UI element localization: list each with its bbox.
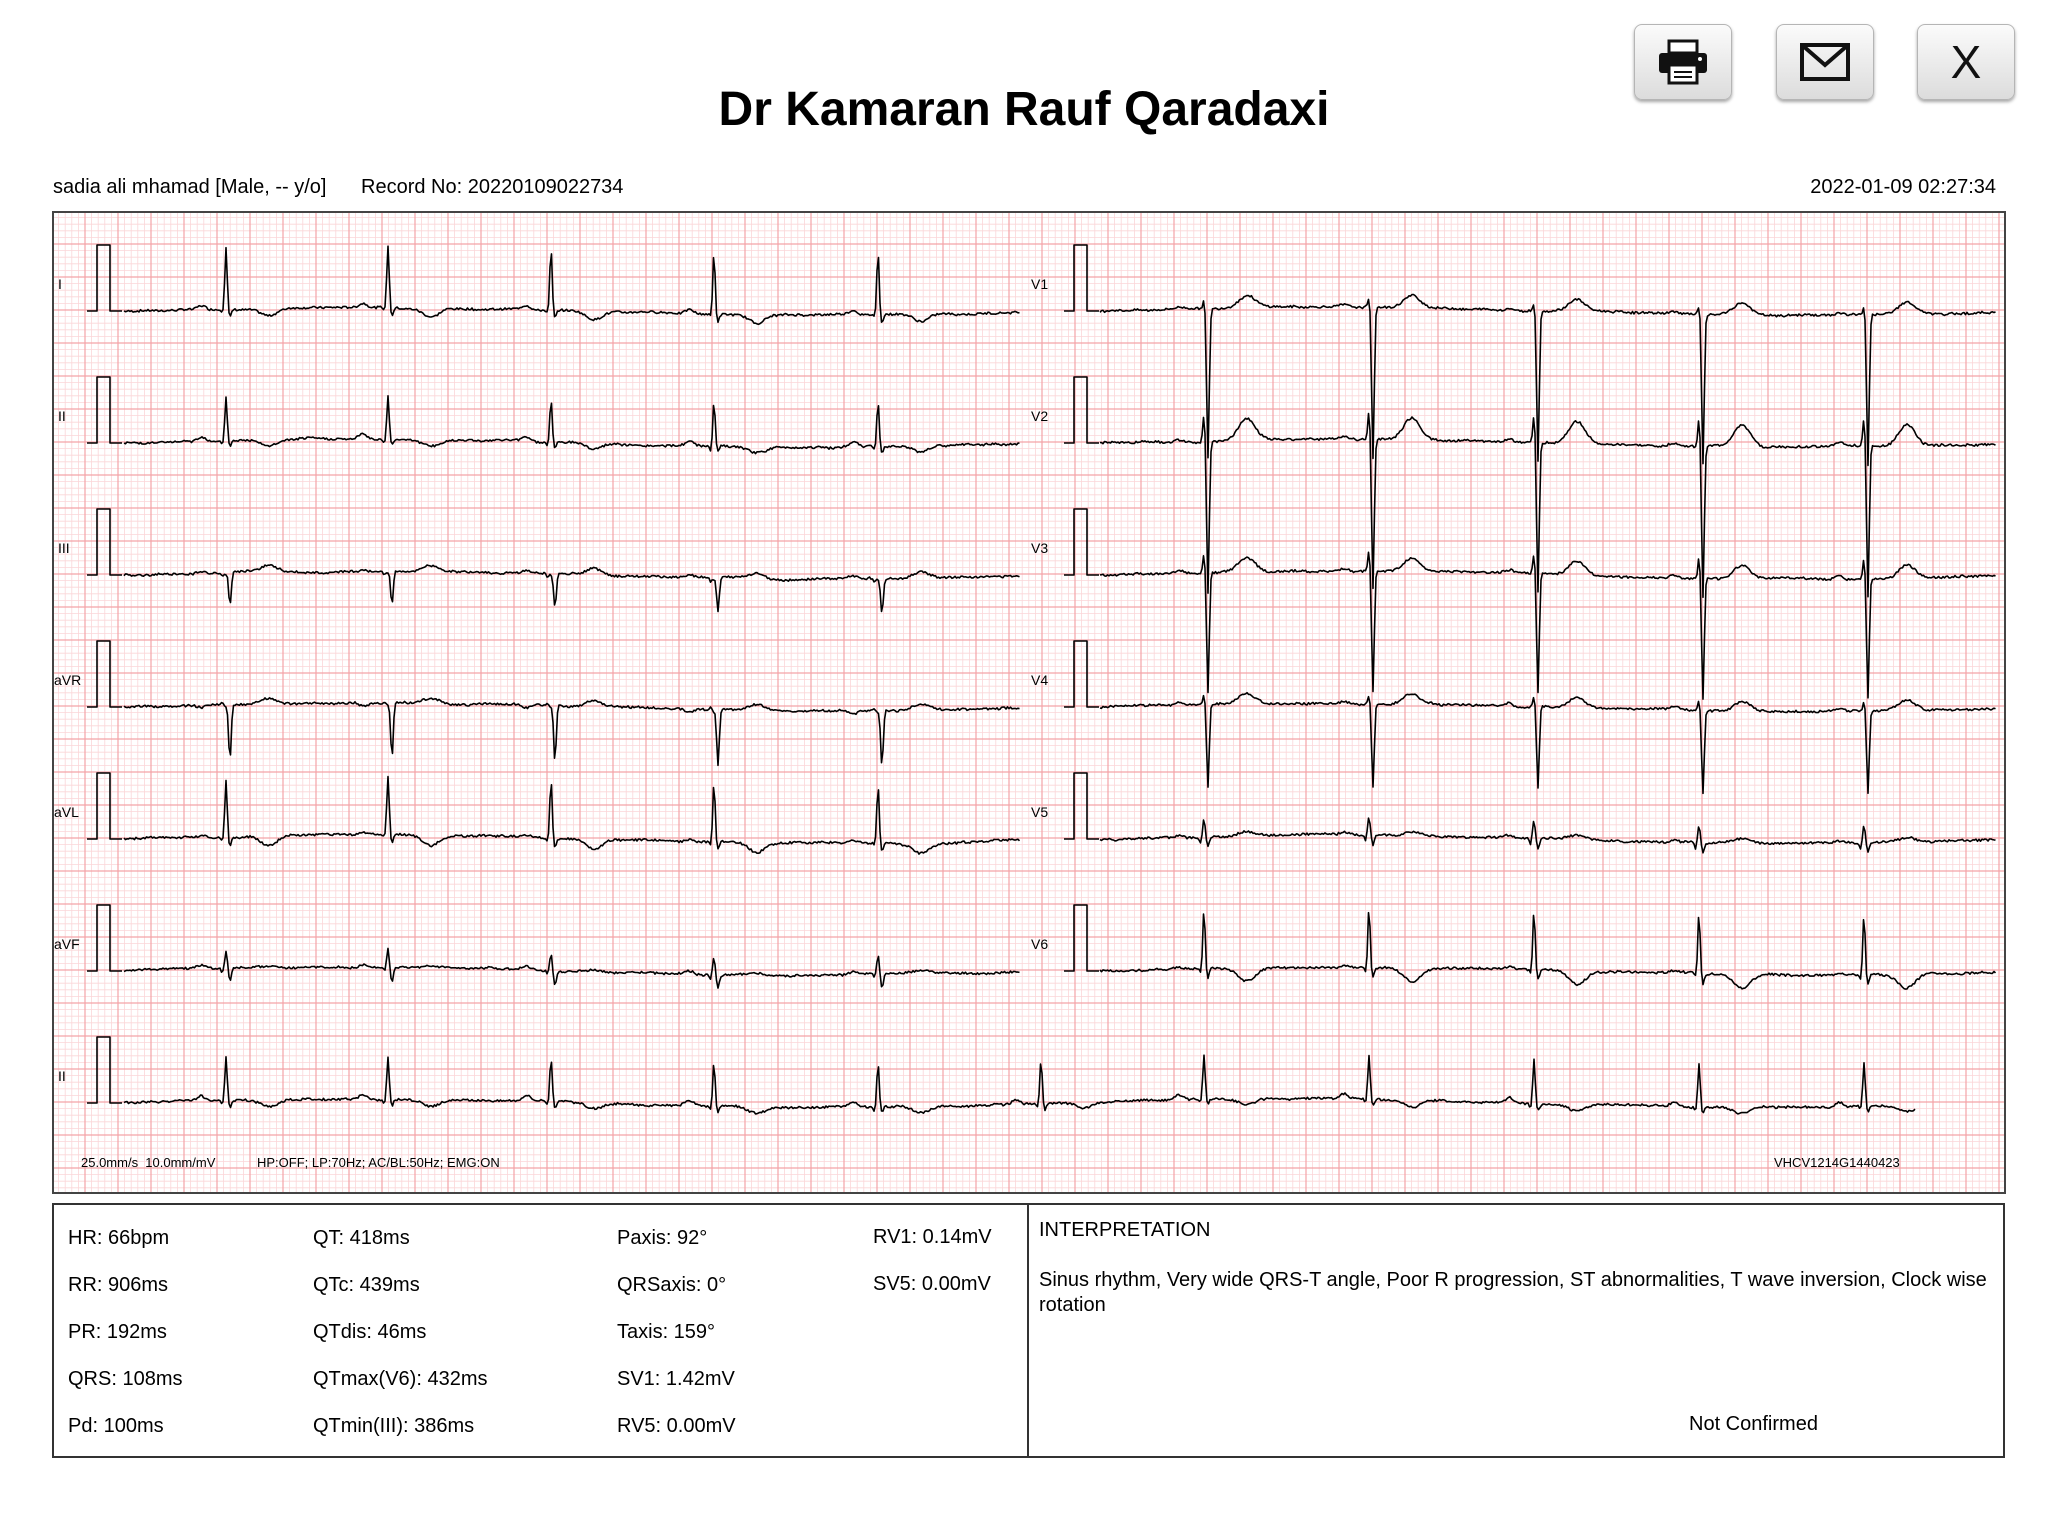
lead-label-aVF: aVF [54, 936, 80, 952]
lead-label-V3: V3 [1031, 540, 1048, 556]
lead-label-I: I [58, 276, 62, 292]
ecg-grid-major [52, 211, 2006, 1194]
ecg-speed-gain: 25.0mm/s 10.0mm/mV [81, 1155, 216, 1170]
lead-label-aVL: aVL [54, 804, 79, 820]
lead-label-V4: V4 [1031, 672, 1048, 688]
rv1-value: RV1: 0.14mV [873, 1226, 992, 1248]
patient-info: sadia ali mhamad [Male, -- y/o] [53, 176, 327, 198]
rv5-value: RV5: 0.00mV [617, 1415, 736, 1437]
lead-label-V6: V6 [1031, 936, 1048, 952]
ecg-trace-rhythm-II [87, 1036, 1916, 1115]
qrsaxis-value: QRSaxis: 0° [617, 1274, 727, 1296]
envelope-icon [1800, 43, 1850, 81]
lead-label-III: III [58, 540, 70, 556]
interpretation-title: INTERPRETATION [1039, 1219, 1211, 1241]
email-button[interactable] [1776, 24, 1874, 100]
ecg-trace-I [87, 244, 1020, 326]
ecg-trace-V4 [1064, 640, 1996, 795]
qt-value: QT: 418ms [313, 1227, 410, 1249]
paxis-value: Paxis: 92° [617, 1227, 708, 1249]
ecg-trace-V3 [1064, 508, 1996, 700]
lead-label-II: II [58, 408, 66, 424]
rr-value: RR: 906ms [68, 1274, 169, 1296]
lead-label-V2: V2 [1031, 408, 1048, 424]
ecg-filters: HP:OFF; LP:70Hz; AC/BL:50Hz; EMG:ON [257, 1155, 500, 1170]
printer-icon [1659, 39, 1707, 85]
qtmax-value: QTmax(V6): 432ms [313, 1368, 488, 1390]
panel-divider [1027, 1203, 1029, 1458]
lead-label-V1: V1 [1031, 276, 1048, 292]
close-icon: X [1950, 36, 1982, 88]
ecg-traces [87, 244, 1997, 1115]
confirmation-status: Not Confirmed [1689, 1413, 1818, 1435]
ecg-trace-V2 [1064, 376, 1996, 598]
pr-value: PR: 192ms [68, 1321, 167, 1343]
ecg-trace-aVF [87, 904, 1020, 989]
lead-label-aVR: aVR [54, 672, 81, 688]
ecg-trace-V1 [1064, 244, 1996, 467]
qrs-value: QRS: 108ms [68, 1368, 183, 1390]
hr-value: HR: 66bpm [68, 1227, 170, 1249]
ecg-trace-aVR [87, 640, 1020, 767]
qtmin-value: QTmin(III): 386ms [313, 1415, 475, 1437]
interpretation-text: Sinus rhythm, Very wide QRS-T angle, Poo… [1039, 1269, 1987, 1316]
ecg-trace-aVL [87, 772, 1021, 855]
close-button[interactable]: X [1917, 24, 2015, 100]
ecg-trace-III [87, 508, 1020, 613]
ecg-grid [52, 211, 2006, 1194]
ecg-trace-V6 [1064, 904, 1997, 990]
sv1-value: SV1: 1.42mV [617, 1368, 735, 1390]
record-number: Record No: 20220109022734 [361, 176, 624, 198]
sv5-value: SV5: 0.00mV [873, 1273, 991, 1295]
pd-value: Pd: 100ms [68, 1415, 164, 1437]
print-button[interactable] [1634, 24, 1732, 100]
qtdis-value: QTdis: 46ms [313, 1321, 427, 1343]
ecg-trace-V5 [1064, 772, 1996, 854]
device-id: VHCV1214G1440423 [1774, 1155, 1900, 1170]
ecg-trace-II [87, 376, 1020, 455]
page-title: Dr Kamaran Rauf Qaradaxi [718, 83, 1330, 136]
lead-label-rhythm-II: II [58, 1068, 66, 1084]
record-datetime: 2022-01-09 02:27:34 [1810, 176, 1996, 198]
taxis-value: Taxis: 159° [617, 1321, 716, 1343]
lead-label-V5: V5 [1031, 804, 1048, 820]
ecg-chart: I II III aVR aVL aVF V1 V2 V3 V4 V5 V6 I… [52, 211, 2006, 1194]
qtc-value: QTc: 439ms [313, 1274, 420, 1296]
